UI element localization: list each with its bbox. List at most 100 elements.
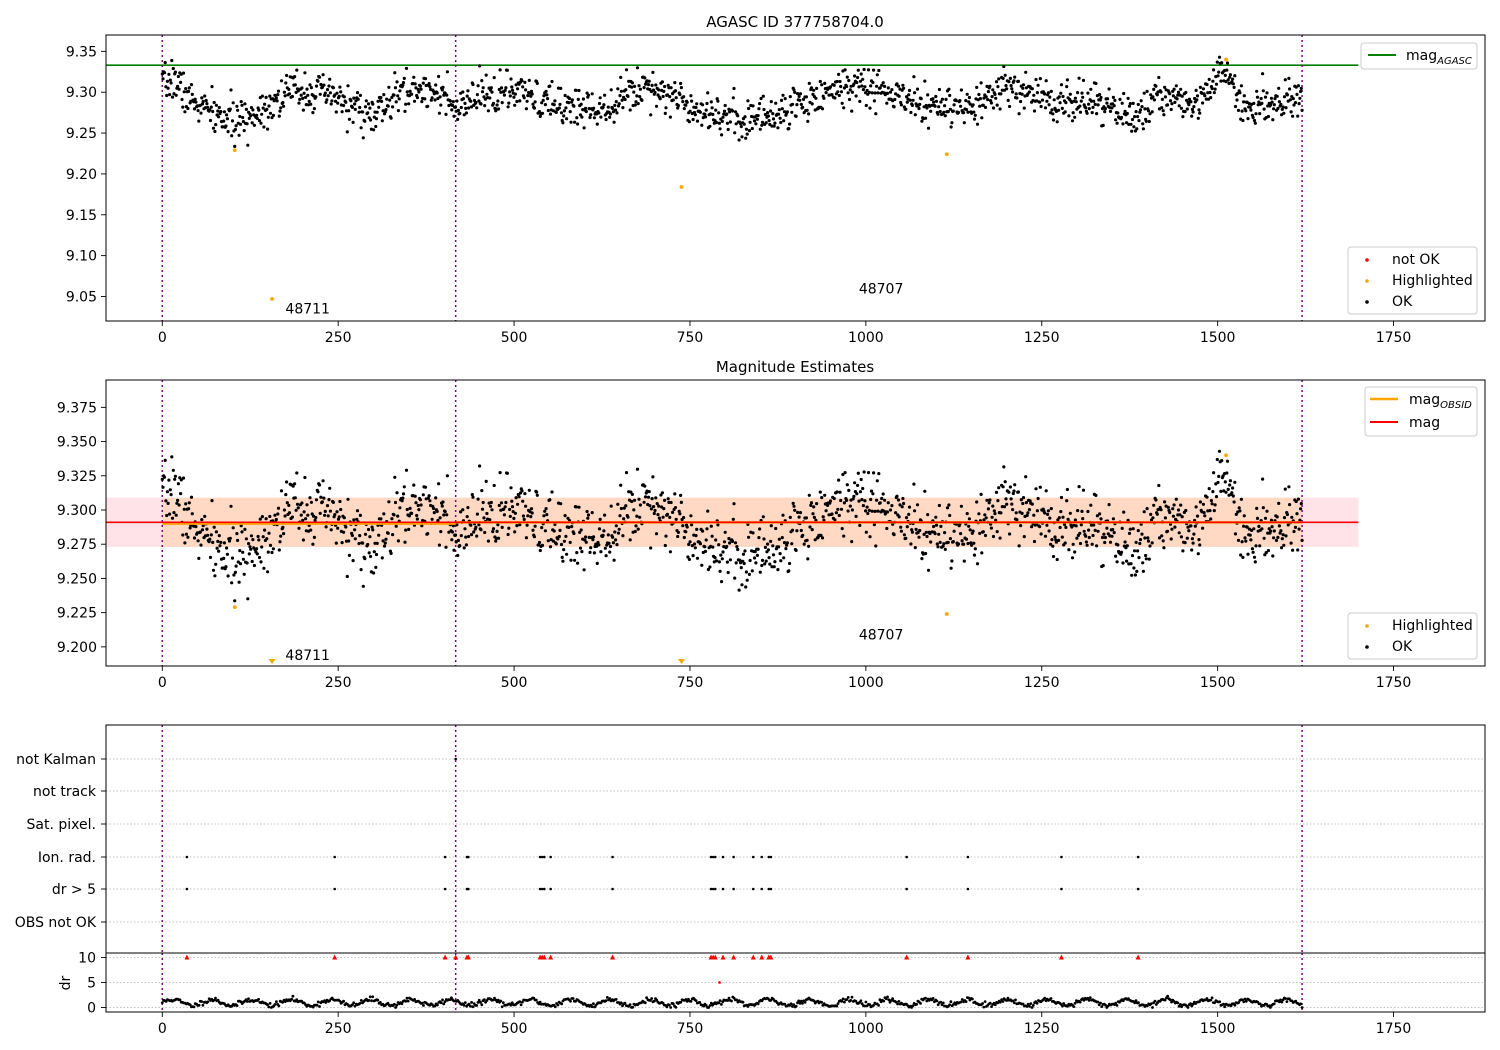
- ok-point: [456, 117, 460, 121]
- ok-point: [1177, 104, 1181, 108]
- ok-point: [1219, 489, 1223, 493]
- ok-point: [690, 99, 694, 103]
- ok-point: [691, 554, 695, 558]
- ok-point: [1057, 538, 1061, 543]
- ok-point: [1265, 91, 1269, 95]
- flag-point: [760, 855, 764, 859]
- ok-point: [556, 537, 560, 541]
- ok-point: [290, 94, 294, 99]
- ok-point: [787, 127, 791, 131]
- ok-point: [413, 82, 417, 86]
- dr-point: [990, 1005, 993, 1008]
- ok-point: [401, 81, 406, 85]
- ok-point: [666, 497, 670, 501]
- dr-point: [368, 995, 372, 999]
- ok-point: [781, 93, 785, 97]
- ok-point: [1112, 531, 1116, 535]
- ok-point: [676, 530, 681, 535]
- ok-point: [768, 122, 772, 127]
- ok-point: [1035, 509, 1039, 513]
- ok-point: [379, 517, 383, 521]
- ok-point: [1146, 539, 1151, 543]
- ok-point: [599, 550, 603, 554]
- ok-point: [734, 561, 738, 565]
- ok-point: [355, 517, 359, 521]
- ok-point: [1074, 524, 1078, 528]
- ok-point: [1148, 112, 1152, 116]
- ok-point: [1039, 532, 1043, 536]
- dr-point: [571, 997, 575, 1000]
- ok-point: [374, 117, 379, 121]
- ok-point: [260, 515, 264, 519]
- dr-point: [315, 1003, 319, 1007]
- ok-point: [557, 534, 561, 539]
- ok-point: [165, 79, 169, 83]
- ok-point: [186, 106, 190, 111]
- ok-point: [250, 559, 254, 564]
- ok-point: [636, 102, 640, 106]
- ok-point: [964, 99, 968, 103]
- ok-point: [181, 533, 185, 537]
- ok-point: [764, 559, 768, 563]
- ok-point: [344, 100, 348, 104]
- ok-point: [475, 93, 479, 97]
- ok-point: [1192, 105, 1196, 109]
- ok-point: [403, 109, 407, 113]
- agasc-x-axis: 0 250 500 750 1000 1250 1500 1750: [158, 321, 1411, 346]
- x-tick-label: 500: [501, 330, 528, 346]
- ok-point: [1116, 543, 1120, 547]
- ok-point: [750, 126, 754, 131]
- ok-point: [426, 532, 430, 536]
- ok-point: [1059, 91, 1063, 95]
- ok-point: [759, 96, 763, 101]
- ok-point: [1113, 98, 1117, 102]
- ok-point: [527, 488, 531, 492]
- dr-point: [245, 1000, 249, 1003]
- ok-point: [570, 98, 575, 102]
- ok-point: [650, 497, 654, 501]
- ok-point: [874, 112, 878, 116]
- ok-point: [1272, 536, 1276, 540]
- ok-point: [1026, 511, 1030, 515]
- y-tick-label: 9.250: [57, 571, 97, 587]
- ok-point: [379, 95, 383, 100]
- ok-point: [1281, 105, 1285, 109]
- ok-point: [398, 89, 402, 93]
- dr-clip-marker: [768, 954, 774, 960]
- ok-point: [249, 114, 253, 118]
- ok-point: [708, 124, 712, 128]
- ok-point: [732, 86, 736, 91]
- flag-point: [454, 757, 457, 761]
- ok-point: [848, 88, 852, 92]
- dr-point: [467, 1002, 471, 1006]
- ok-point: [1232, 85, 1236, 89]
- ok-point: [301, 96, 305, 100]
- ok-point: [179, 492, 183, 496]
- ok-point: [389, 116, 393, 120]
- ok-point: [500, 525, 504, 530]
- ok-point: [1261, 477, 1265, 481]
- ok-point: [163, 458, 167, 462]
- ok-point: [382, 544, 387, 548]
- ok-point: [984, 516, 988, 520]
- ok-point: [758, 102, 762, 106]
- ok-point: [1065, 78, 1069, 82]
- ok-point: [810, 102, 814, 106]
- dr-outlier-point: [718, 981, 721, 984]
- ok-point: [497, 87, 501, 92]
- ok-point: [808, 525, 812, 529]
- ok-point: [1281, 533, 1285, 537]
- ok-point: [245, 561, 249, 565]
- dr-point: [669, 1006, 673, 1009]
- ok-point: [1223, 480, 1227, 484]
- ok-point: [375, 541, 379, 546]
- ok-point: [880, 496, 884, 501]
- y-tick-label: 9.05: [66, 289, 97, 305]
- ok-point: [603, 546, 607, 550]
- ok-point: [760, 558, 765, 563]
- ok-point: [1271, 118, 1275, 122]
- ok-point: [333, 513, 337, 517]
- ok-point: [922, 532, 926, 537]
- ok-point: [989, 526, 994, 530]
- ok-point: [902, 533, 907, 537]
